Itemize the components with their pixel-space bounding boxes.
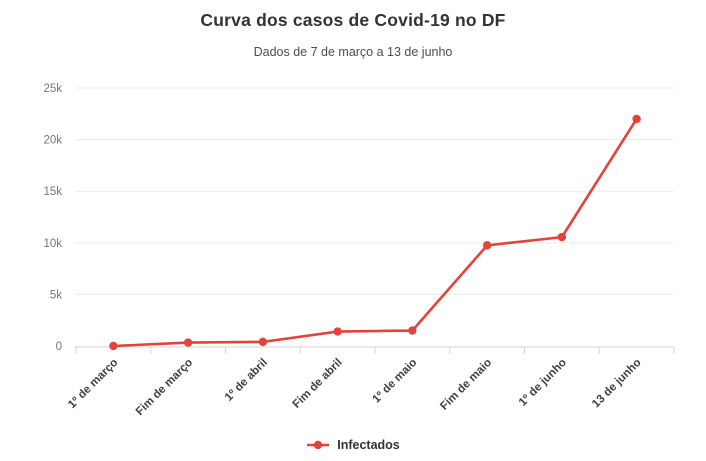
data-point[interactable] bbox=[482, 241, 492, 250]
y-axis-tick-label: 20k bbox=[43, 135, 62, 147]
y-axis-tick-label: 0 bbox=[56, 341, 62, 353]
legend-item-infectados[interactable]: Infectados bbox=[306, 438, 400, 452]
data-point[interactable] bbox=[258, 337, 268, 347]
data-point[interactable] bbox=[632, 114, 641, 124]
y-axis-tick-label: 5k bbox=[50, 289, 62, 301]
x-axis-tick-label: 13 de junho bbox=[590, 357, 644, 411]
x-axis-tick-label: Fim de março bbox=[134, 357, 195, 418]
series-line bbox=[112, 117, 638, 348]
data-point[interactable] bbox=[408, 326, 417, 335]
data-point[interactable] bbox=[333, 327, 342, 336]
legend-label: Infectados bbox=[337, 438, 400, 452]
data-point[interactable] bbox=[109, 341, 118, 351]
chart-title: Curva dos casos de Covid-19 no DF bbox=[200, 10, 506, 30]
x-axis-tick-label: 1º de junho bbox=[517, 357, 569, 409]
x-axis-tick-label: 1º de abril bbox=[223, 357, 270, 404]
x-axis-tick-label: 1º de março bbox=[66, 357, 120, 411]
data-point[interactable] bbox=[557, 232, 567, 242]
y-axis-tick-label: 15k bbox=[43, 186, 62, 198]
chart-subtitle: Dados de 7 de março a 13 de junho bbox=[253, 45, 453, 59]
line-dot-marker-icon bbox=[307, 440, 330, 450]
data-point[interactable] bbox=[183, 338, 193, 347]
x-axis-tick-label: Fim de abril bbox=[291, 357, 345, 411]
y-axis-tick-label: 10k bbox=[43, 238, 62, 250]
chart-legend: Infectados bbox=[0, 438, 706, 452]
x-axis-tick-label: Fim de maio bbox=[438, 357, 494, 413]
x-axis-tick-label: 1º de maio bbox=[371, 357, 420, 406]
y-axis-tick-label: 25k bbox=[43, 83, 62, 95]
